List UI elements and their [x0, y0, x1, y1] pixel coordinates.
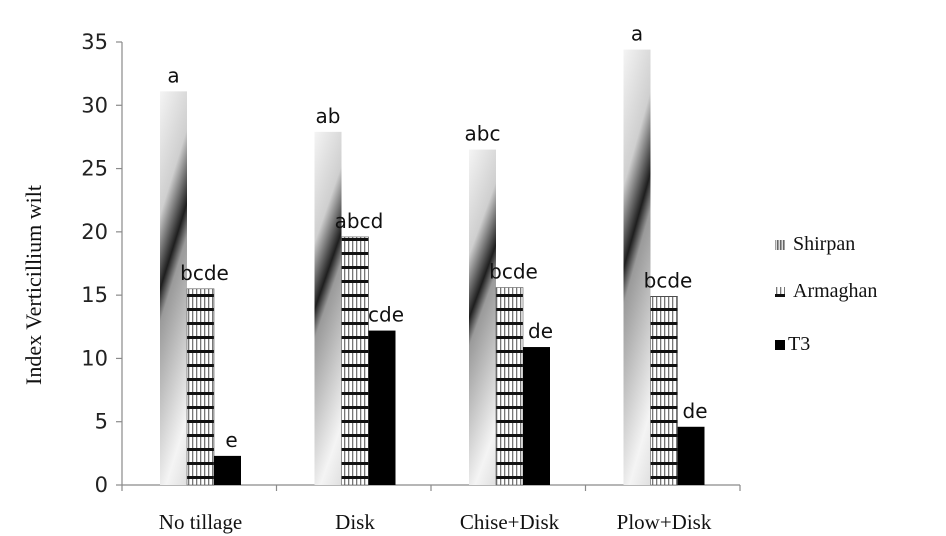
x-category-label: No tillage: [159, 510, 242, 534]
bar-armaghan: [650, 296, 678, 486]
x-category-label: Disk: [335, 510, 375, 534]
data-label: bcde: [180, 261, 229, 285]
data-label: bcde: [644, 268, 693, 292]
y-tick-label: 30: [81, 93, 108, 117]
bar-armaghan: [341, 236, 369, 486]
y-tick-label: 20: [81, 220, 108, 244]
legend-swatch: [775, 340, 785, 350]
data-label: a: [631, 22, 643, 46]
bar-t3: [677, 426, 705, 485]
bar-armaghan: [495, 287, 524, 486]
data-label: e: [225, 428, 237, 452]
data-label: abc: [465, 122, 501, 146]
x-category-label: Chise+Disk: [460, 510, 560, 534]
y-tick-label: 5: [95, 410, 108, 434]
data-labels: a bcde e ab abcd cde abc bcde de a bcde de: [167, 22, 707, 452]
data-label: ab: [316, 104, 341, 128]
data-label: abcd: [335, 209, 384, 233]
bar-shirpan: [469, 149, 496, 486]
y-axis-label: Index Verticillium wilt: [21, 185, 46, 385]
bar-t3: [368, 330, 396, 485]
data-label: de: [683, 399, 708, 423]
data-label: bcde: [489, 260, 538, 284]
data-label: a: [167, 63, 179, 87]
data-label: cde: [368, 303, 404, 327]
legend-label: Armaghan: [793, 280, 877, 302]
y-tick-label: 25: [81, 157, 108, 181]
bar-t3: [523, 347, 550, 485]
legend-swatch: [775, 240, 785, 250]
legend-label: T3: [788, 333, 810, 355]
bars: [160, 49, 705, 486]
y-tick-label: 15: [81, 283, 108, 307]
x-category-label: Plow+Disk: [617, 510, 712, 534]
legend-swatch: [775, 287, 785, 297]
bar-armaghan: [186, 288, 215, 486]
bar-shirpan: [623, 49, 651, 485]
y-tick-label: 35: [81, 30, 108, 54]
legend: Shirpan Armaghan T3: [775, 233, 877, 355]
axes: 0 5 10 15 20 25 30 35 No tillage Disk Chise+Disk Pl…: [81, 30, 741, 534]
bar-t3: [214, 455, 241, 485]
bar-shirpan: [160, 91, 187, 485]
y-tick-label: 0: [95, 473, 108, 497]
y-tick-label: 10: [81, 346, 108, 370]
data-label: de: [528, 319, 553, 343]
bar-shirpan: [314, 131, 342, 485]
legend-label: Shirpan: [793, 233, 855, 255]
